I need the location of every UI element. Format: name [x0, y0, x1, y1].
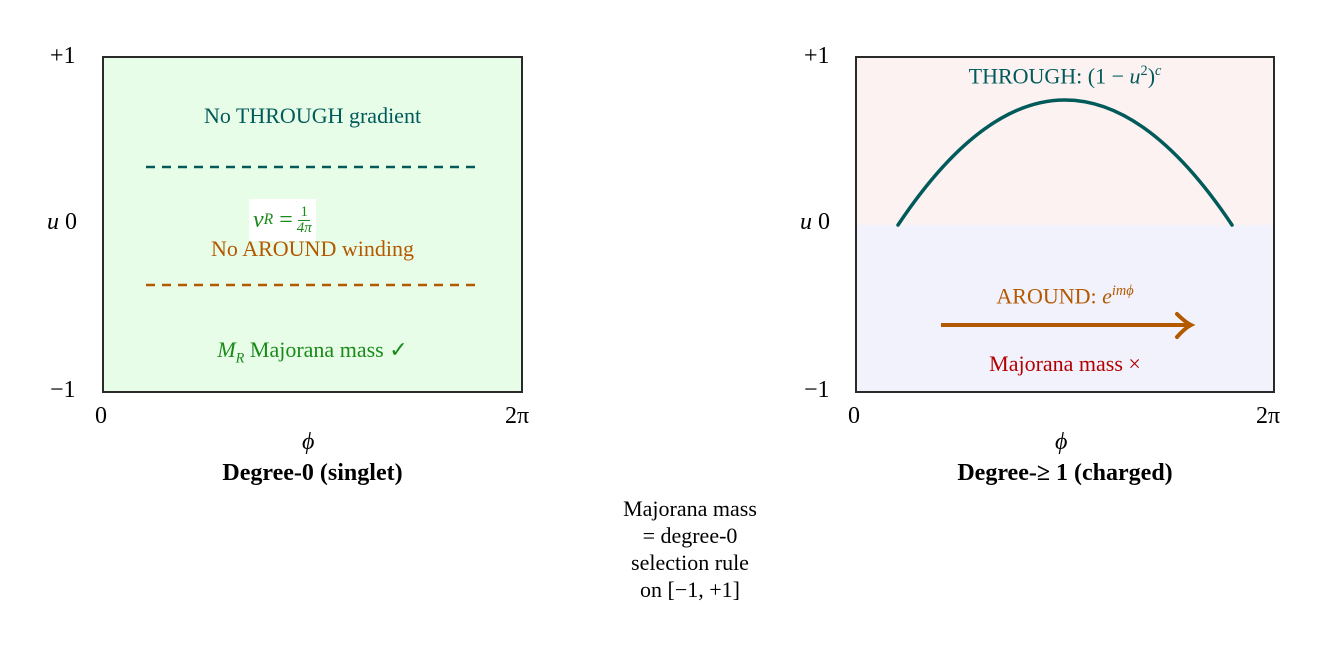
left-panel-title: Degree-0 (singlet)	[222, 460, 403, 486]
right-x-tick-left: 0	[848, 403, 860, 429]
through-curve	[896, 98, 1234, 227]
right-y-axis-label: u 0	[800, 209, 830, 235]
around-label: AROUND: eimϕ	[996, 283, 1134, 309]
left-x-axis-label: ϕ	[302, 429, 315, 455]
right-y-tick-top: +1	[804, 43, 830, 69]
caption-line: selection rule	[631, 550, 749, 575]
no-through-text: No THROUGH gradient	[203, 103, 422, 128]
center-caption: Majorana mass = degree-0 selection rule …	[570, 495, 810, 603]
right-x-axis-label: ϕ	[1055, 429, 1068, 455]
dashed-lines	[146, 165, 482, 287]
right-x-tick-right: 2π	[1256, 403, 1281, 429]
right-panel-title: Degree-≥ 1 (charged)	[957, 460, 1173, 486]
left-y-tick-top: +1	[50, 43, 76, 69]
left-y-axis-label: u 0	[47, 209, 77, 235]
majorana-mass-allowed: MR Majorana mass ✓	[217, 337, 408, 367]
through-label: THROUGH: (1 − u2)c	[968, 63, 1162, 89]
caption-line: = degree-0	[642, 523, 738, 548]
right-y-tick-bottom: −1	[804, 377, 830, 403]
around-arrow-icon	[941, 312, 1196, 339]
right-plot-area: THROUGH: (1 − u2)c AROUND: eimϕ Majorana…	[855, 56, 1275, 393]
left-x-tick-right: 2π	[505, 403, 530, 429]
majorana-mass-forbidden: Majorana mass ×	[989, 351, 1141, 376]
caption-line: Majorana mass	[623, 496, 757, 521]
caption-line: on [−1, +1]	[640, 577, 740, 602]
left-x-tick-left: 0	[95, 403, 107, 429]
upper-half-region	[857, 58, 1273, 225]
left-y-tick-bottom: −1	[50, 377, 76, 403]
no-around-text: No AROUND winding	[211, 236, 414, 261]
